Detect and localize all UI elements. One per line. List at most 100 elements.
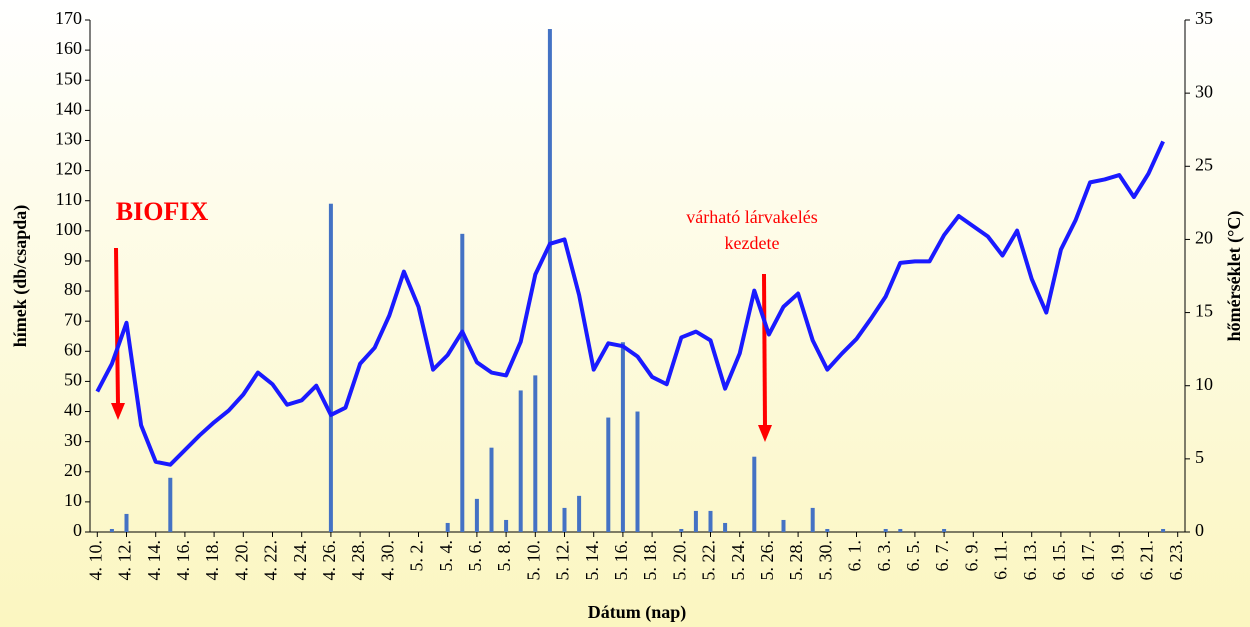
- x-tick-label: 5. 24.: [728, 540, 748, 581]
- x-tick-label: 6. 23.: [1166, 540, 1186, 581]
- x-axis-label: Dátum (nap): [588, 602, 687, 623]
- x-tick-label: 4. 26.: [319, 540, 339, 581]
- x-tick-label: 6. 13.: [1020, 540, 1040, 581]
- x-tick-label: 5. 28.: [786, 540, 806, 581]
- line: [95, 140, 1165, 467]
- x-tick-label: 4. 20.: [231, 540, 251, 581]
- y-tick-label: 80: [64, 279, 82, 299]
- x-tick-label: 5. 6.: [465, 540, 485, 572]
- bar: [693, 510, 698, 532]
- annotation: várható lárvakelés: [686, 207, 817, 227]
- x-tick-label: 5. 4.: [436, 540, 456, 572]
- x-tick-label: 4. 24.: [290, 540, 310, 581]
- x-tick-label: 5. 10.: [523, 540, 543, 581]
- x-tick-label: 6. 9.: [961, 540, 981, 572]
- y-tick-label: 130: [55, 129, 82, 149]
- x-tick-label: 6. 17.: [1078, 540, 1098, 581]
- bar: [679, 528, 684, 532]
- y-tick-label: 50: [64, 370, 82, 390]
- bar: [445, 522, 450, 532]
- bar: [810, 507, 815, 532]
- bar: [898, 528, 903, 532]
- arrow: [114, 247, 120, 406]
- bar: [168, 477, 173, 532]
- y-tick-label: 90: [64, 249, 82, 269]
- x-tick-label: 6. 7.: [932, 540, 952, 572]
- arrow-head: [758, 425, 772, 442]
- x-tick-label: 4. 12.: [115, 540, 135, 581]
- x-tick-label: 6. 11.: [991, 540, 1011, 580]
- bar: [635, 411, 640, 532]
- x-tick-label: 6. 1.: [845, 540, 865, 572]
- y2-tick-label: 10: [1195, 374, 1213, 394]
- x-tick-label: 4. 10.: [85, 540, 105, 581]
- bar: [504, 519, 509, 532]
- x-tick-label: 5. 14.: [582, 540, 602, 581]
- bar: [109, 528, 114, 532]
- arrow-head: [111, 403, 125, 420]
- x-tick-label: 6. 21.: [1137, 540, 1157, 581]
- x-tick-label: 4. 14.: [144, 540, 164, 581]
- y-tick-label: 20: [64, 460, 82, 480]
- y2-tick-label: 5: [1195, 447, 1204, 467]
- y2-tick-label: 0: [1195, 520, 1204, 540]
- annotation: BIOFIX: [116, 197, 209, 226]
- x-tick-label: 5. 18.: [640, 540, 660, 581]
- bar: [708, 510, 713, 532]
- x-tick-label: 5. 26.: [757, 540, 777, 581]
- bar: [562, 507, 567, 532]
- x-tick-label: 5. 16.: [611, 540, 631, 581]
- x-tick-label: 4. 16.: [173, 540, 193, 581]
- y2-tick-label: 20: [1195, 228, 1213, 248]
- arrow: [762, 273, 767, 428]
- bar: [328, 203, 333, 532]
- x-tick-label: 6. 5.: [903, 540, 923, 572]
- y-tick-label: 140: [55, 98, 82, 118]
- bar: [942, 528, 947, 532]
- bar: [474, 498, 479, 532]
- x-tick-label: 5. 8.: [494, 540, 514, 572]
- x-tick-label: 5. 22.: [699, 540, 719, 581]
- bar: [752, 456, 757, 532]
- bar: [460, 233, 465, 532]
- x-tick-label: 5. 12.: [553, 540, 573, 581]
- bar: [781, 519, 786, 532]
- bar: [825, 528, 830, 532]
- y2-axis-label: hőmérséklet (°C): [1224, 211, 1245, 342]
- y-tick-label: 0: [73, 520, 82, 540]
- bar: [620, 342, 625, 532]
- bar: [723, 522, 728, 532]
- bar: [883, 528, 888, 532]
- y-tick-label: 150: [55, 68, 82, 88]
- x-tick-label: 5. 30.: [815, 540, 835, 581]
- y2-tick-label: 30: [1195, 81, 1213, 101]
- y2-tick-label: 25: [1195, 154, 1213, 174]
- x-tick-label: 4. 22.: [261, 540, 281, 581]
- y-tick-label: 160: [55, 38, 82, 58]
- bar: [1161, 528, 1166, 532]
- y-tick-label: 70: [64, 309, 82, 329]
- bar: [606, 417, 611, 532]
- y-tick-label: 120: [55, 159, 82, 179]
- y-tick-label: 40: [64, 400, 82, 420]
- y-tick-label: 100: [55, 219, 82, 239]
- x-tick-label: 5. 20.: [669, 540, 689, 581]
- x-tick-label: 4. 30.: [377, 540, 397, 581]
- x-tick-label: 6. 3.: [874, 540, 894, 572]
- x-tick-label: 6. 19.: [1107, 540, 1127, 581]
- x-tick-label: 4. 28.: [348, 540, 368, 581]
- bar: [577, 495, 582, 532]
- y2-tick-label: 35: [1195, 8, 1213, 28]
- bar: [124, 513, 129, 532]
- y-tick-label: 110: [56, 189, 82, 209]
- y-tick-label: 10: [64, 490, 82, 510]
- y2-tick-label: 15: [1195, 301, 1213, 321]
- bar: [533, 375, 538, 532]
- x-tick-label: 5. 2.: [407, 540, 427, 572]
- y-tick-label: 170: [55, 8, 82, 28]
- bar: [489, 447, 494, 532]
- annotation: kezdete: [725, 233, 780, 253]
- bar: [547, 29, 552, 533]
